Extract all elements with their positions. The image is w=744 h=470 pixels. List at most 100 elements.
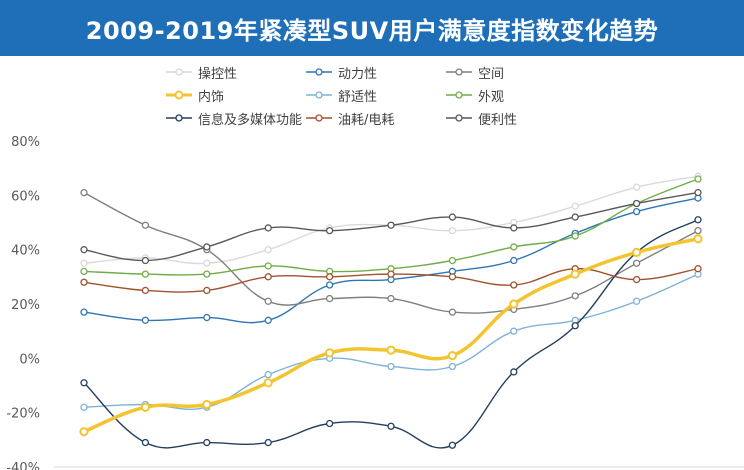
data-point bbox=[448, 256, 457, 265]
data-point bbox=[510, 224, 518, 232]
data-point bbox=[694, 175, 702, 183]
data-point bbox=[140, 402, 150, 412]
data-point bbox=[80, 278, 88, 286]
data-point bbox=[571, 292, 579, 300]
legend-item: 便利性 bbox=[444, 109, 584, 128]
data-point bbox=[632, 259, 641, 267]
data-point bbox=[693, 234, 703, 244]
legend-item: 外观 bbox=[444, 86, 584, 105]
data-point bbox=[80, 379, 88, 387]
legend-label: 外观 bbox=[478, 89, 505, 105]
legend-swatch-marker bbox=[175, 68, 183, 76]
y-tick-label: 20% bbox=[11, 298, 40, 313]
y-tick-label: 40% bbox=[11, 244, 40, 259]
legend-swatch-marker bbox=[175, 114, 183, 122]
legend-swatch-marker bbox=[315, 114, 323, 122]
data-point bbox=[203, 313, 211, 322]
series-line bbox=[83, 219, 699, 449]
series-line bbox=[83, 197, 699, 324]
series-5-group bbox=[80, 175, 702, 278]
data-point bbox=[694, 226, 702, 235]
legend-item: 动力性 bbox=[304, 63, 444, 82]
legend-swatch-marker bbox=[455, 91, 463, 99]
data-point bbox=[80, 403, 88, 411]
data-point bbox=[80, 188, 88, 197]
data-point bbox=[203, 259, 211, 267]
data-point bbox=[448, 213, 457, 221]
data-point bbox=[571, 213, 579, 221]
data-point bbox=[632, 183, 641, 191]
data-point bbox=[510, 368, 518, 376]
data-point bbox=[448, 226, 457, 235]
legend-swatch bbox=[446, 68, 472, 76]
series-6-group bbox=[80, 216, 702, 449]
legend-label: 动力性 bbox=[338, 66, 378, 82]
data-point bbox=[264, 370, 272, 379]
data-point bbox=[203, 438, 211, 447]
legend-swatch bbox=[166, 114, 192, 122]
data-point bbox=[510, 281, 518, 289]
data-point bbox=[632, 297, 641, 305]
data-point bbox=[387, 221, 395, 229]
series-2-group bbox=[80, 188, 702, 316]
legend: 操控性 动力性 空间内饰 舒适性 外观信息及多媒体功能 油耗/电耗 便利性 bbox=[164, 63, 584, 128]
data-point bbox=[203, 243, 211, 251]
legend-item: 舒适性 bbox=[304, 86, 444, 105]
legend-item: 内饰 bbox=[164, 86, 304, 105]
data-point bbox=[325, 419, 334, 428]
legend-swatch bbox=[446, 114, 472, 122]
data-point bbox=[571, 232, 579, 240]
data-point bbox=[80, 308, 88, 316]
series-7-group bbox=[80, 265, 702, 295]
legend-swatch bbox=[306, 91, 332, 99]
data-point bbox=[387, 270, 395, 278]
y-tick-label: -40% bbox=[6, 461, 40, 470]
data-point bbox=[694, 188, 702, 197]
data-point bbox=[325, 273, 334, 281]
legend-item: 空间 bbox=[444, 63, 584, 82]
data-point bbox=[448, 273, 457, 281]
legend-swatch bbox=[306, 68, 332, 76]
data-point bbox=[510, 243, 518, 251]
data-point bbox=[509, 299, 519, 309]
legend-swatch-marker bbox=[455, 114, 463, 122]
legend-swatch-marker bbox=[174, 90, 184, 100]
data-point bbox=[264, 438, 272, 447]
data-point bbox=[448, 441, 457, 449]
y-tick-label: -20% bbox=[6, 407, 40, 422]
data-point bbox=[264, 224, 272, 232]
data-point bbox=[448, 362, 457, 371]
legend-label: 操控性 bbox=[198, 66, 238, 82]
legend-swatch-marker bbox=[455, 68, 463, 76]
data-point bbox=[264, 297, 272, 305]
legend-label: 油耗/电耗 bbox=[338, 112, 395, 128]
series-line bbox=[83, 175, 699, 265]
legend-label: 便利性 bbox=[478, 112, 518, 128]
data-point bbox=[203, 286, 211, 295]
data-point bbox=[80, 259, 88, 267]
series-line bbox=[83, 273, 699, 410]
data-point bbox=[202, 399, 212, 410]
legend-swatch bbox=[446, 91, 472, 99]
data-point bbox=[141, 256, 150, 265]
data-point bbox=[203, 270, 211, 278]
data-point bbox=[632, 275, 641, 284]
data-point bbox=[264, 262, 272, 270]
data-point bbox=[141, 270, 150, 278]
data-point bbox=[387, 362, 395, 371]
series-8-group bbox=[80, 188, 702, 265]
legend-label: 舒适性 bbox=[338, 89, 378, 105]
legend-label: 内饰 bbox=[198, 89, 225, 105]
data-point bbox=[141, 221, 150, 229]
data-point bbox=[570, 269, 580, 279]
data-point bbox=[264, 273, 272, 281]
legend-label: 信息及多媒体功能 bbox=[198, 112, 303, 128]
legend-item: 操控性 bbox=[164, 63, 304, 82]
data-point bbox=[141, 316, 150, 324]
data-point bbox=[632, 207, 641, 216]
y-tick-label: 80% bbox=[11, 135, 40, 150]
series-1-group bbox=[80, 194, 702, 324]
data-point bbox=[510, 256, 518, 265]
legend-swatch bbox=[166, 68, 192, 76]
